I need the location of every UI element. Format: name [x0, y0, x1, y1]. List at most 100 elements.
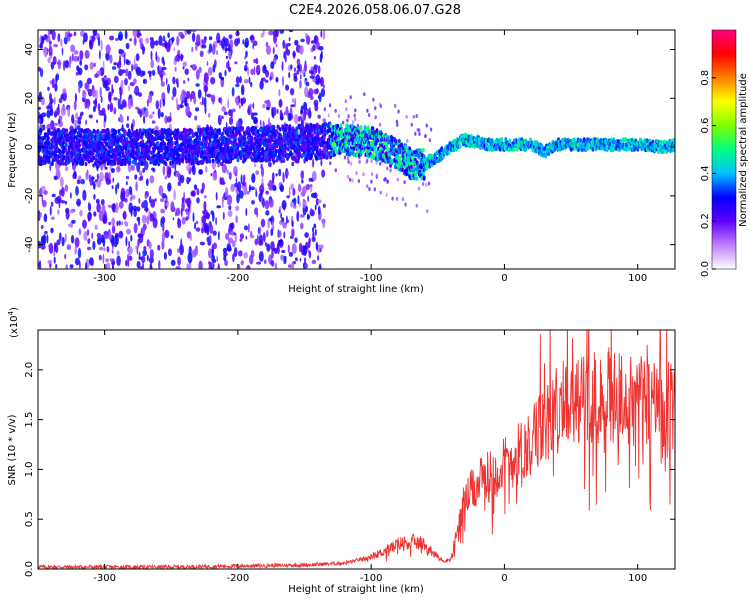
- spectrogram-noise-cell: [74, 93, 77, 103]
- spectrogram-noise-cell: [177, 256, 181, 266]
- spectrogram-noise-cell: [277, 249, 280, 253]
- spectrogram-noise-cell: [318, 205, 321, 215]
- spectrogram-noise-cell: [41, 112, 47, 118]
- spectrogram-noise-cell: [300, 222, 304, 230]
- spectrogram-noise-cell: [220, 38, 225, 49]
- spectrogram-band-cell: [323, 132, 327, 137]
- spectrogram-noise-cell: [395, 119, 399, 124]
- spectrogram-noise-cell: [260, 32, 264, 38]
- spectrogram-noise-cell: [309, 106, 311, 114]
- spectrogram-noise-cell: [238, 250, 243, 257]
- spectrogram-band-cell: [113, 161, 117, 166]
- spectrogram-noise-cell: [204, 86, 207, 97]
- spectrogram-band-cell: [420, 165, 424, 170]
- spectrogram-noise-cell: [158, 185, 164, 196]
- spectrogram-noise-cell: [337, 114, 341, 118]
- spectrogram-noise-cell: [80, 111, 84, 116]
- spectrogram-noise-cell: [215, 217, 217, 226]
- spectrogram-data: [38, 30, 675, 269]
- spectrogram-noise-cell: [69, 264, 74, 269]
- spectrogram-band-cell: [114, 153, 117, 158]
- spectrogram-band-cell: [44, 159, 48, 164]
- spectrogram-noise-cell: [311, 40, 315, 44]
- spectrogram-noise-cell: [142, 51, 145, 55]
- spectrogram-noise-cell: [166, 116, 172, 123]
- spectrogram-noise-cell: [108, 171, 111, 179]
- spectrogram-noise-cell: [191, 46, 194, 53]
- spectrogram-noise-cell: [255, 170, 259, 175]
- spectrogram-noise-cell: [183, 191, 185, 203]
- spectrogram-noise-cell: [179, 104, 184, 108]
- spectrogram-noise-cell: [264, 200, 270, 210]
- spectrogram-noise-cell: [299, 201, 301, 207]
- spectrogram-noise-cell: [67, 107, 71, 118]
- spectrogram-noise-cell: [266, 243, 271, 252]
- spectrogram-noise-cell: [110, 168, 115, 174]
- spectrogram-noise-cell: [334, 108, 337, 113]
- spectrogram-noise-cell: [125, 42, 130, 50]
- spectrogram-noise-cell: [186, 176, 190, 185]
- spectrogram-band-cell: [512, 147, 516, 152]
- spectrogram-noise-cell: [149, 212, 153, 219]
- spectrogram-band-cell: [490, 138, 494, 143]
- spectrogram-noise-cell: [90, 260, 94, 267]
- spectrogram-noise-cell: [271, 249, 274, 259]
- spectrogram-noise-cell: [351, 120, 355, 125]
- spectrogram-noise-cell: [67, 223, 72, 227]
- spectrogram-noise-cell: [254, 207, 259, 215]
- spectrogram-noise-cell: [252, 112, 258, 116]
- spectrogram-band-cell: [295, 130, 299, 135]
- spectrogram-band-cell: [174, 148, 178, 154]
- spectrogram-noise-cell: [93, 193, 96, 200]
- spectrogram-noise-cell: [370, 172, 374, 177]
- spectrogram-band-cell: [304, 144, 308, 149]
- spectrogram-noise-cell: [235, 177, 238, 185]
- spectrogram-noise-cell: [103, 230, 109, 240]
- spectrogram-noise-cell: [94, 224, 98, 230]
- spectrogram-noise-cell: [210, 77, 216, 85]
- spectrogram-noise-cell: [144, 193, 148, 200]
- spectrogram-band-cell: [38, 147, 41, 153]
- spectrogram-noise-cell: [38, 210, 41, 222]
- spectrogram-noise-cell: [142, 249, 148, 257]
- spectrogram-noise-cell: [271, 172, 275, 182]
- spectrogram-noise-cell: [309, 75, 315, 79]
- spectrogram-noise-cell: [292, 187, 296, 196]
- spectrogram-noise-cell: [47, 259, 53, 265]
- spectrogram-noise-cell: [134, 174, 138, 180]
- spectrogram-band-cell: [137, 147, 141, 152]
- spectrogram-noise-cell: [294, 237, 298, 244]
- spectrogram-noise-cell: [71, 219, 76, 224]
- spectrogram-band-cell: [346, 146, 350, 151]
- spectrogram-noise-cell: [113, 62, 118, 66]
- spectrogram-band-cell: [62, 161, 65, 166]
- spectrogram-noise-cell: [196, 188, 200, 196]
- spectrogram-noise-cell: [255, 187, 257, 193]
- spectrogram-noise-cell: [46, 109, 51, 119]
- spectrogram-noise-cell: [157, 244, 161, 251]
- spectrogram-band-cell: [340, 128, 344, 133]
- spectrogram-noise-cell: [179, 244, 184, 256]
- spectrogram-noise-cell: [406, 138, 409, 143]
- spectrogram-noise-cell: [262, 197, 265, 208]
- spectrogram-noise-cell: [216, 50, 219, 56]
- spectrogram-band-cell: [64, 147, 68, 153]
- spectrogram-noise-cell: [100, 199, 105, 206]
- spectrogram-noise-cell: [195, 83, 200, 87]
- spectrogram-noise-cell: [293, 114, 299, 125]
- spectrogram-band-cell: [294, 156, 297, 161]
- spectrogram-noise-cell: [283, 204, 285, 209]
- spectrogram-noise-cell: [83, 230, 88, 242]
- spectrogram-noise-cell: [133, 78, 137, 84]
- spectrogram-noise-cell: [403, 180, 406, 185]
- spectrogram-noise-cell: [288, 251, 293, 257]
- spectrogram-noise-cell: [247, 105, 250, 116]
- spectrogram-band-cell: [274, 149, 278, 154]
- spectrogram-band-cell: [314, 156, 318, 161]
- spectrogram-noise-cell: [177, 248, 180, 253]
- spectrogram-noise-cell: [53, 122, 59, 127]
- spectrogram-noise-cell: [262, 30, 265, 36]
- spectrogram-noise-cell: [113, 75, 119, 84]
- spectrogram-noise-cell: [100, 234, 105, 243]
- spectrogram-noise-cell: [142, 168, 146, 173]
